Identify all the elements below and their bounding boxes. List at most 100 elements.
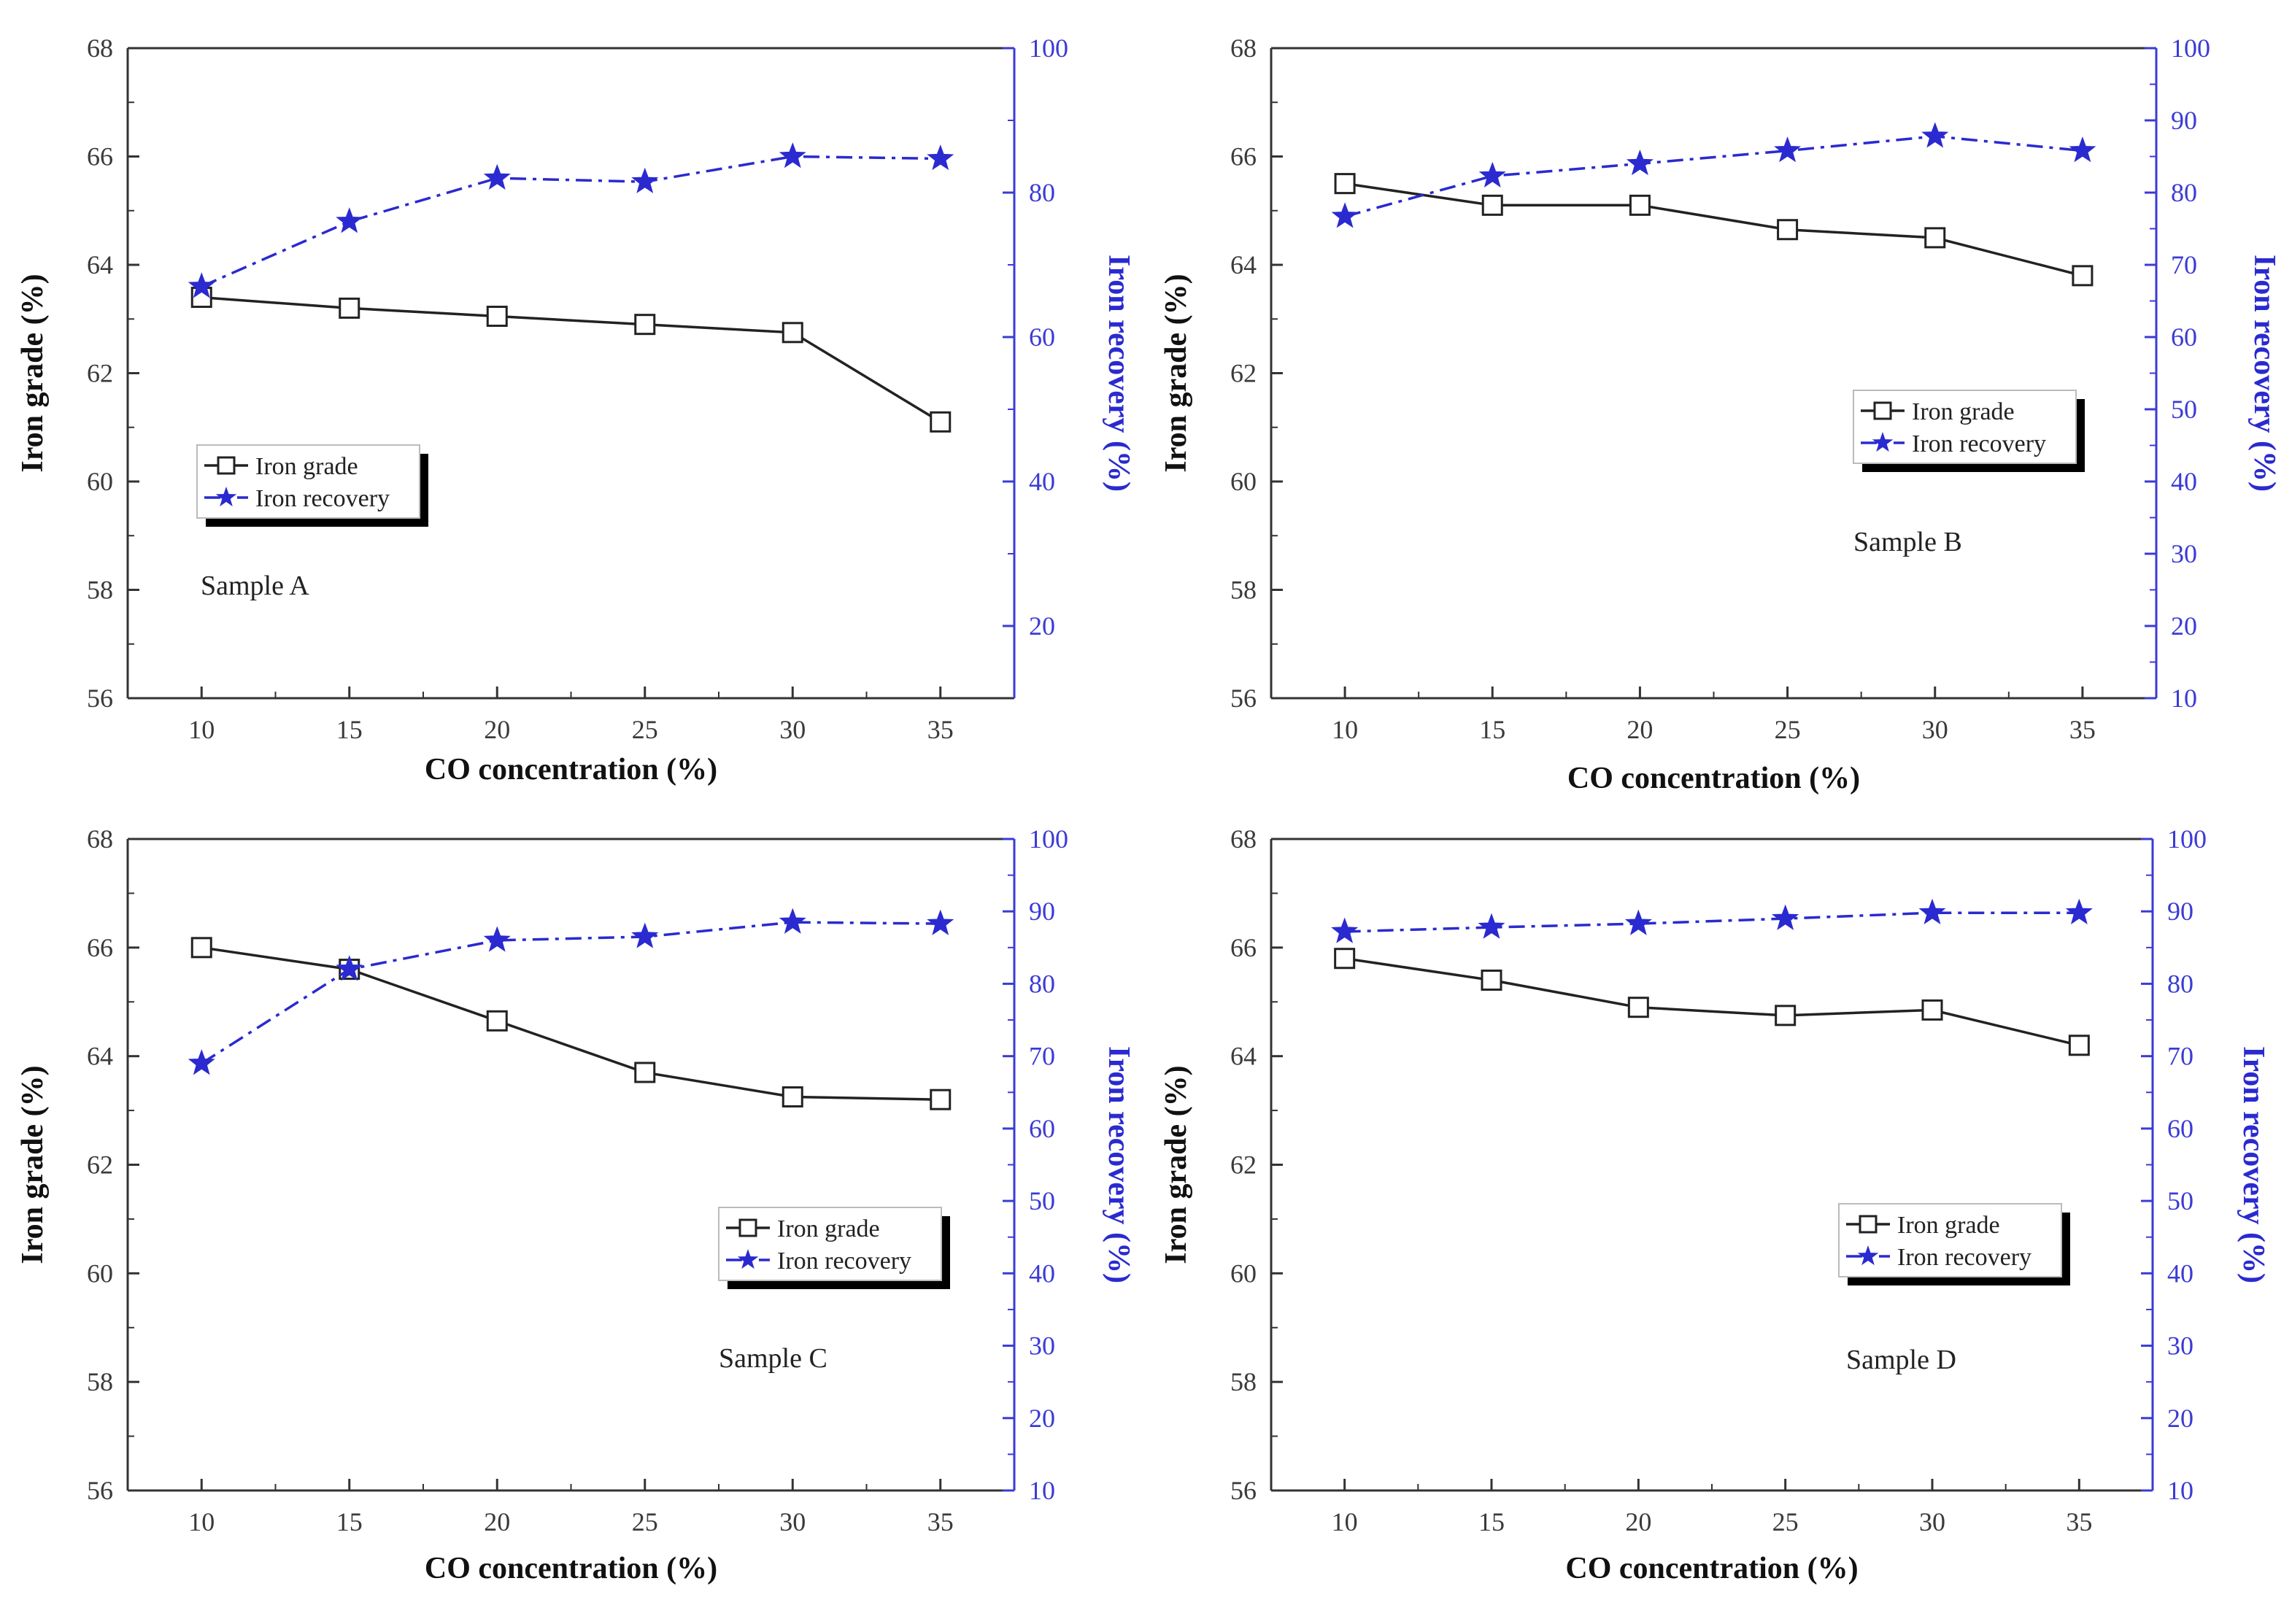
y-tick-label: 66 — [87, 142, 113, 171]
grade-series-line — [1344, 182, 2083, 277]
grade-point — [782, 1086, 803, 1107]
grade-point — [1924, 227, 1946, 249]
recovery-series-line — [201, 155, 941, 288]
chart-panel-b: 10 15 20 25 30 35 56 58 60 62 64 66 68 10 20 30 40 50 60 70… — [1159, 34, 2281, 795]
y-tick-label: 58 — [1230, 1367, 1257, 1396]
chart-panel-c: 10 15 20 25 30 35 56 58 60 62 64 66 68 10 20 30 40 50 60 70… — [16, 824, 1135, 1585]
recovery-series-line — [1344, 911, 2080, 933]
x-tick-label: 15 — [1478, 1507, 1505, 1536]
y2-tick-label: 100 — [2167, 824, 2207, 854]
x-tick-label: 25 — [1772, 1507, 1799, 1536]
y-tick-label: 68 — [1230, 824, 1257, 854]
grade-point — [1481, 194, 1503, 216]
y2-tick-label: 70 — [1029, 1042, 1055, 1071]
grade-point — [782, 322, 803, 344]
sample-label: Sample C — [719, 1343, 827, 1374]
y-tick-label: 60 — [87, 1258, 113, 1288]
y-tick-label: 64 — [87, 250, 113, 279]
recovery-point — [336, 955, 363, 981]
recovery-point — [927, 144, 954, 171]
x-tick-label: 20 — [484, 715, 510, 744]
legend-grade-marker — [1873, 401, 1892, 420]
x-tick-label: 35 — [2069, 715, 2096, 744]
recovery-point — [483, 926, 511, 952]
legend-recovery-label: Iron recovery — [255, 485, 390, 512]
y-tick-label: 64 — [1230, 250, 1257, 279]
recovery-point — [2069, 136, 2096, 163]
recovery-point — [1626, 149, 1654, 176]
legend-recovery-label: Iron recovery — [777, 1248, 911, 1275]
y2-tick-label: 100 — [2171, 34, 2210, 63]
y2-tick-label: 50 — [1029, 1186, 1055, 1215]
x-tick-label: 20 — [484, 1507, 510, 1536]
y-tick-label: 68 — [87, 34, 113, 63]
y-tick-label: 56 — [1230, 684, 1257, 713]
legend: Iron grade Iron recovery — [1853, 390, 2085, 472]
grade-point — [930, 1089, 952, 1110]
sample-label: Sample B — [1853, 527, 1962, 557]
legend: Iron grade Iron recovery — [1838, 1203, 2070, 1285]
y2-tick-label: 50 — [2167, 1186, 2193, 1215]
x-axis-label: CO concentration (%) — [425, 1552, 717, 1585]
legend: Iron grade Iron recovery — [196, 444, 428, 527]
grade-point — [1481, 969, 1502, 991]
sample-label: Sample A — [201, 571, 309, 601]
y-tick-label: 66 — [1230, 142, 1257, 171]
grade-point — [1775, 1005, 1797, 1026]
x-tick-label: 25 — [1775, 715, 1801, 744]
legend-recovery-marker — [1872, 432, 1894, 452]
x-tick-label: 35 — [2066, 1507, 2092, 1536]
y-tick-label: 64 — [1230, 1042, 1257, 1071]
x-tick-label: 10 — [188, 715, 215, 744]
legend: Iron grade Iron recovery — [718, 1207, 950, 1289]
y-axis-label: Iron grade (%) — [1159, 274, 1193, 472]
x-tick-label: 30 — [779, 1507, 806, 1536]
y-tick-label: 60 — [87, 467, 113, 496]
legend-grade-label: Iron grade — [255, 453, 358, 480]
y2-tick-label: 80 — [2167, 969, 2193, 998]
x-tick-label: 10 — [188, 1507, 215, 1536]
y-tick-label: 56 — [1230, 1476, 1257, 1505]
x-axis-label: CO concentration (%) — [1565, 1552, 1858, 1585]
x-tick-label: 20 — [1627, 715, 1653, 744]
y2-tick-label: 90 — [1029, 897, 1055, 926]
grade-point — [2068, 1035, 2090, 1056]
grade-point — [486, 1010, 508, 1032]
grade-point — [1334, 173, 1356, 195]
y-tick-label: 68 — [1230, 34, 1257, 63]
grade-point — [1629, 194, 1651, 216]
y2-tick-label: 60 — [2167, 1114, 2193, 1143]
y2-tick-label: 100 — [1029, 34, 1068, 63]
y2-tick-label: 90 — [2171, 106, 2197, 135]
recovery-point — [1921, 122, 1949, 148]
grade-point — [190, 937, 212, 959]
y-tick-label: 56 — [87, 1476, 113, 1505]
x-tick-label: 35 — [927, 715, 954, 744]
y2-tick-label: 20 — [1029, 1404, 1055, 1433]
y2-tick-label: 80 — [1029, 969, 1055, 998]
x-tick-label: 35 — [927, 1507, 954, 1536]
y2-tick-label: 30 — [2167, 1331, 2193, 1361]
recovery-point — [1772, 904, 1799, 930]
recovery-point — [1774, 136, 1802, 163]
y-tick-label: 58 — [87, 576, 113, 605]
grade-point — [1921, 999, 1943, 1021]
x-tick-label: 30 — [1919, 1507, 1945, 1536]
recovery-point — [927, 909, 954, 935]
recovery-series-line — [201, 921, 941, 1065]
y-axis-label: Iron grade (%) — [1159, 1065, 1193, 1264]
y2-tick-label: 40 — [2171, 467, 2197, 496]
grade-point — [486, 306, 508, 328]
y2-tick-label: 80 — [2171, 178, 2197, 207]
y2-tick-label: 10 — [1029, 1476, 1055, 1505]
recovery-point — [1478, 161, 1506, 187]
y2-tick-label: 60 — [1029, 322, 1055, 352]
recovery-point — [631, 922, 659, 948]
chart-panel-d: 10 15 20 25 30 35 56 58 60 62 64 66 68 10 20 30 40 50 60 70… — [1159, 824, 2270, 1585]
x-tick-label: 10 — [1332, 1507, 1358, 1536]
y2-tick-label: 50 — [2171, 395, 2197, 424]
y-tick-label: 62 — [87, 359, 113, 388]
legend-recovery-marker — [215, 487, 237, 507]
grade-series-line — [201, 946, 941, 1101]
